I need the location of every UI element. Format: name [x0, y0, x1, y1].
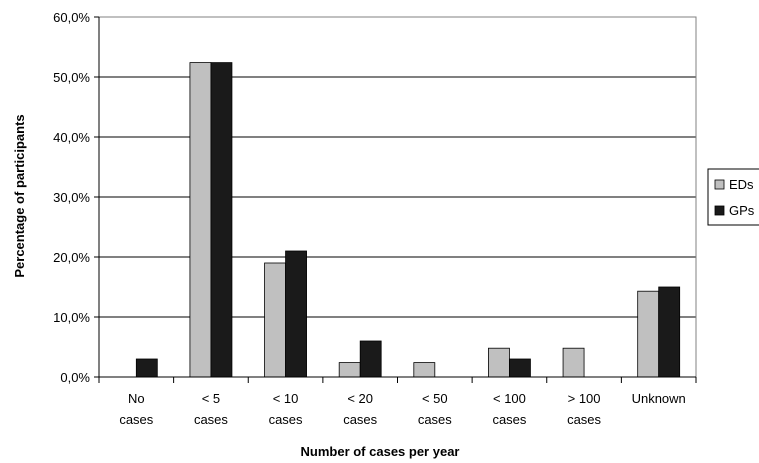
y-axis-title: Percentage of participants [12, 114, 27, 277]
legend-label-gps: GPs [729, 203, 755, 218]
bar-eds [562, 347, 585, 378]
bar-gps [658, 286, 681, 378]
bar-gps [359, 340, 382, 378]
x-tick-label: < 20 [347, 391, 373, 406]
bar-gps [285, 250, 307, 378]
legend-label-eds: EDs [729, 177, 754, 192]
x-tick-label: cases [194, 412, 228, 427]
x-tick-label: < 10 [273, 391, 299, 406]
bar-eds [189, 62, 212, 378]
bar-eds [488, 347, 510, 378]
y-tick-label: 50,0% [53, 70, 90, 85]
bar-eds [413, 362, 436, 378]
x-tick-label: cases [269, 412, 303, 427]
x-tick-label: Unknown [632, 391, 686, 406]
y-tick-label: 10,0% [53, 310, 90, 325]
bar-eds [264, 262, 286, 378]
y-tick-label: 30,0% [53, 190, 90, 205]
bar-gps [509, 358, 531, 378]
x-tick-label: > 100 [568, 391, 601, 406]
x-tick-labels: No cases < 5 cases < 10 cases < 20 cases < 50 cas… [119, 391, 685, 427]
bar-eds [338, 362, 361, 378]
bars [135, 62, 681, 378]
axes [94, 16, 697, 383]
x-tick-label: < 5 [202, 391, 220, 406]
bar-eds [637, 290, 660, 378]
x-axis-title: Number of cases per year [301, 444, 460, 459]
x-tick-label: cases [418, 412, 452, 427]
bar-gps [135, 358, 158, 378]
legend-swatch-gps [714, 205, 725, 216]
bar-gps [210, 62, 233, 378]
y-tick-label: 60,0% [53, 10, 90, 25]
y-tick-label: 20,0% [53, 250, 90, 265]
legend-box [707, 168, 759, 226]
y-tick-labels: 0,0% 10,0% 20,0% 30,0% 40,0% 50,0% 60,0% [53, 10, 90, 385]
y-tick-label: 40,0% [53, 130, 90, 145]
x-tick-label: < 100 [493, 391, 526, 406]
x-tick-label: < 50 [422, 391, 448, 406]
gridlines [99, 76, 696, 318]
x-tick-label: cases [119, 412, 153, 427]
x-tick-label: No [128, 391, 145, 406]
legend-swatch-eds [714, 179, 725, 190]
x-tick-label: cases [492, 412, 526, 427]
x-tick-label: cases [343, 412, 377, 427]
y-tick-label: 0,0% [60, 370, 90, 385]
x-tick-label: cases [567, 412, 601, 427]
legend: EDs GPs [707, 168, 759, 226]
